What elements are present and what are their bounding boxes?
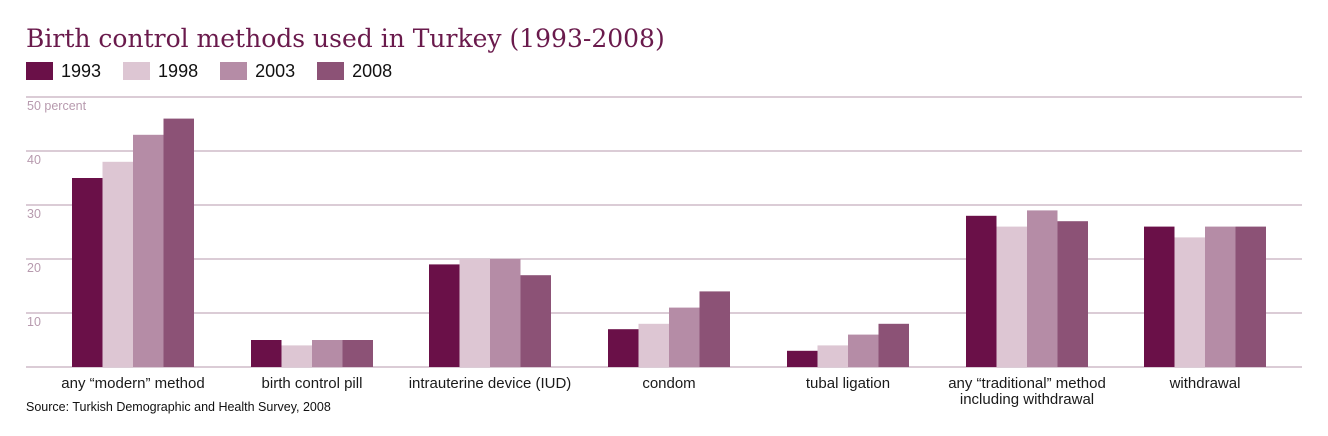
bar-1998	[996, 226, 1027, 367]
bar-2003	[490, 259, 521, 367]
legend-item-1998: 1998	[123, 61, 198, 82]
legend-label: 2008	[352, 60, 393, 81]
bar-2003	[669, 307, 700, 367]
x-category-label: including withdrawal	[960, 391, 1094, 408]
legend-label: 1998	[158, 60, 199, 81]
bar-2008	[1235, 226, 1266, 367]
x-category-label: condom	[642, 375, 695, 392]
bar-1998	[102, 161, 133, 367]
x-category-label: any “modern” method	[61, 375, 204, 392]
legend-swatch	[317, 62, 345, 80]
bar-2008	[520, 275, 551, 367]
legend-swatch	[26, 62, 53, 80]
bar-1998	[638, 323, 669, 367]
legend-label: 2003	[255, 60, 296, 81]
bar-1993	[966, 215, 997, 367]
legend-label: 1993	[61, 60, 102, 81]
legend-item-2003: 2003	[220, 61, 295, 82]
bar-1998	[459, 259, 490, 367]
bar-2003	[133, 134, 164, 367]
bar-1998	[281, 345, 312, 367]
legend-item-2008: 2008	[317, 61, 392, 82]
bar-1998	[817, 345, 848, 367]
bar-2003	[312, 340, 343, 367]
y-tick-label: 50 percent	[27, 99, 87, 113]
x-category-label: withdrawal	[1169, 375, 1241, 392]
bar-2003	[1205, 226, 1236, 367]
bar-1993	[1144, 226, 1175, 367]
bar-1993	[251, 340, 282, 367]
bar-2003	[1027, 210, 1058, 367]
x-category-label: birth control pill	[262, 375, 363, 392]
legend-item-1993: 1993	[26, 61, 101, 82]
y-tick-label: 20	[27, 261, 41, 275]
y-tick-label: 30	[27, 207, 41, 221]
x-category-label: tubal ligation	[806, 375, 890, 392]
x-category-label: intrauterine device (IUD)	[409, 375, 572, 392]
bar-2008	[1057, 221, 1088, 367]
legend-swatch	[220, 62, 248, 80]
bar-1993	[72, 178, 103, 367]
bar-2003	[848, 334, 879, 367]
x-category-label: any “traditional” method	[948, 375, 1106, 392]
bar-2008	[878, 323, 909, 367]
chart-title: Birth control methods used in Turkey (19…	[26, 24, 665, 53]
bar-1998	[1174, 237, 1205, 367]
y-tick-label: 10	[27, 315, 41, 329]
legend: 1993 1998 2003 2008	[26, 60, 414, 82]
y-tick-label: 40	[27, 153, 41, 167]
bar-2008	[163, 118, 194, 367]
bar-1993	[787, 350, 818, 367]
bar-2008	[699, 291, 730, 367]
legend-swatch	[123, 62, 151, 80]
bar-1993	[429, 264, 460, 367]
chart-source: Source: Turkish Demographic and Health S…	[26, 400, 331, 414]
bar-1993	[608, 329, 639, 367]
bar-2008	[342, 340, 373, 367]
